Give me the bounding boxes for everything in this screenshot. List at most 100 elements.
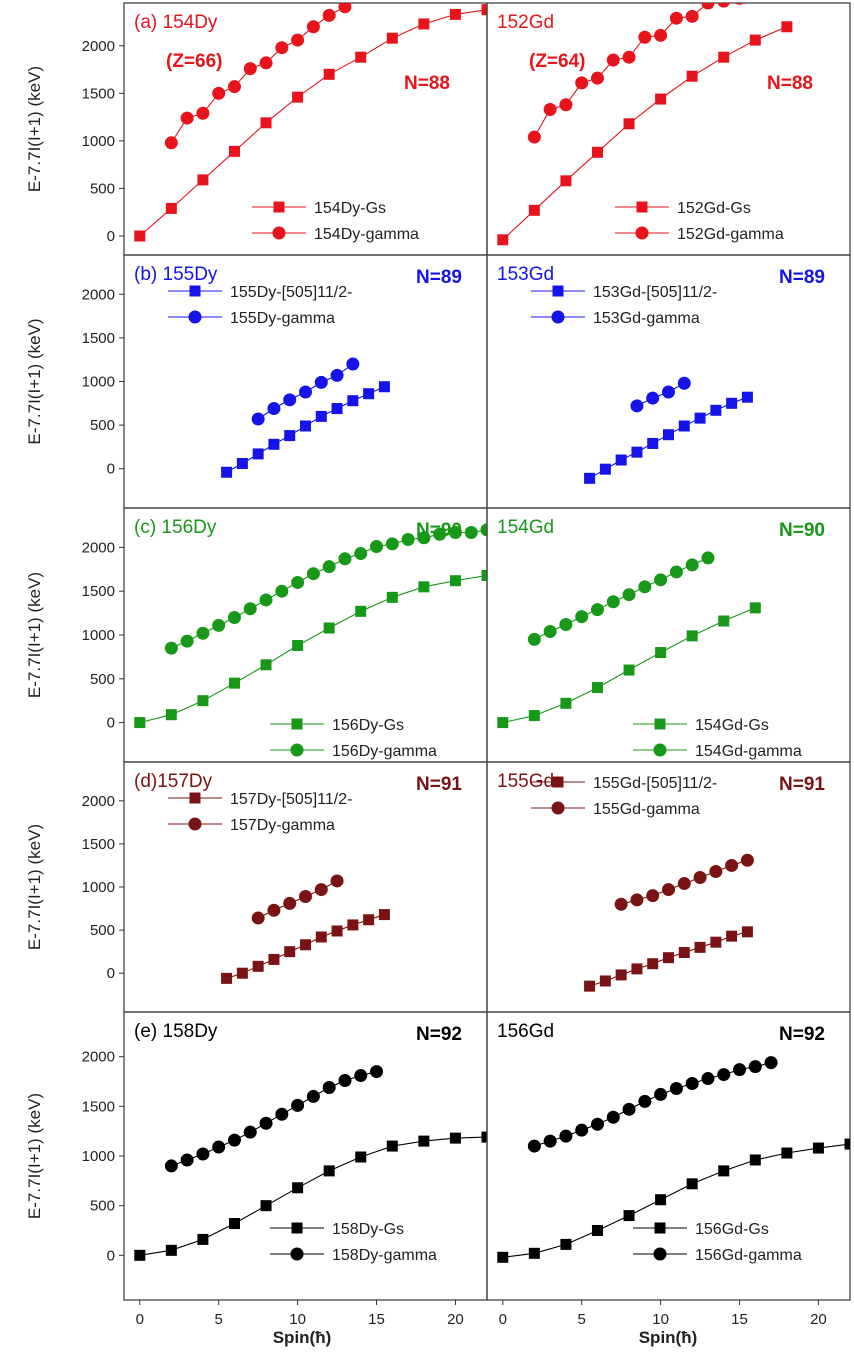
data-point-circle [725,858,739,872]
data-point-circle [748,1060,762,1074]
data-point-square [252,448,264,460]
x-tick-label: 15 [731,1311,748,1328]
data-point-circle [275,584,289,598]
panel-a-Gd: 152Gd (Z=64) N=88 152Gd-Gs 152Gd-gamma [486,0,851,256]
series-line [636,382,685,407]
legend-entry: 158Dy-Gs [270,1221,404,1238]
data-point-square [686,1178,698,1190]
data-point-circle [243,602,257,616]
data-point-circle [638,580,652,594]
data-point-circle [291,1098,305,1112]
panel-c-Dy: 0 500 1000 1500 2000 E-7.7I(I+1) (keV) (c) 156… [25,507,488,763]
data-point-square [481,1131,487,1143]
legend-label: 155Dy-gamma [230,310,335,327]
data-point-circle [212,618,226,632]
data-point-square [686,630,698,642]
data-point-square [631,446,643,458]
data-point-circle [346,357,360,371]
data-point-circle [685,558,699,572]
panel-b-Gd: 153Gd N=89 153Gd-[505]11/2- 153Gd-gamma [486,254,851,509]
data-point-circle [669,565,683,579]
panel-subtitle: (Z=66) [166,51,223,72]
data-point-circle [764,1056,778,1070]
panel-title: 154Gd [497,517,554,538]
data-point-square [165,1244,177,1256]
data-point-circle [164,1159,178,1173]
data-point-square [378,381,390,393]
legend-entry: 152Gd-Gs [615,200,751,217]
series-157Dy-[505]11/2- [221,909,390,984]
data-point-square [749,602,761,614]
data-point-square [481,4,487,16]
series-156Gd-Gs [497,1138,850,1263]
data-point-square [726,930,738,942]
legend-entry: 158Dy-gamma [270,1247,437,1264]
data-point-square [355,51,367,63]
legend-entry: 154Dy-gamma [252,226,419,243]
data-point-circle [543,624,557,638]
y-tick-label: 0 [107,1247,115,1264]
data-point-square [623,118,635,130]
legend-marker-square [291,1222,303,1234]
y-tick-label: 1500 [82,583,115,600]
legend-entry: 156Dy-Gs [270,717,404,734]
panel-title: 153Gd [497,264,554,285]
data-point-square [647,437,659,449]
data-point-square [812,1142,824,1154]
x-tick-label: 15 [368,1311,385,1328]
data-point-square [134,1249,146,1261]
data-point-square [710,936,722,948]
data-point-circle [559,98,573,112]
series-152Gd-Gs [497,21,793,246]
x-tick-label: 10 [289,1311,306,1328]
series-153Gd-gamma [630,376,691,413]
data-point-square [631,963,643,975]
legend-entry: 156Dy-gamma [270,743,437,760]
legend-marker-square [291,718,303,730]
data-point-square [655,1194,667,1206]
data-point-circle [164,641,178,655]
data-point-square [284,946,296,958]
data-point-circle [299,385,312,399]
series-line [534,1062,772,1147]
data-point-square [331,403,343,415]
series-line [502,1143,850,1258]
data-point-circle [527,632,541,646]
data-point-circle [370,540,384,554]
data-point-circle [543,1134,557,1148]
data-point-square [528,1247,540,1259]
y-tick-label: 1500 [82,330,115,347]
data-point-circle [701,551,715,565]
data-point-circle [370,1065,384,1079]
legend-label: 156Gd-gamma [695,1247,802,1264]
data-point-circle [701,1072,715,1086]
y-tick-label: 2000 [82,1049,115,1066]
panel-title: 152Gd [497,12,554,33]
data-point-circle [314,375,328,389]
data-point-square [449,1132,461,1144]
data-point-square [236,458,248,470]
data-point-circle [180,1153,194,1167]
data-point-square [331,925,343,937]
x-tick-label: 20 [810,1311,827,1328]
data-point-circle [338,552,352,566]
legend-label: 154Gd-gamma [695,743,802,760]
legend-marker-circle [272,226,286,240]
data-point-square [694,412,706,424]
legend-marker-square [654,1222,666,1234]
legend-marker-circle [653,743,667,757]
data-point-circle [765,0,778,1]
data-point-square [694,941,706,953]
data-point-circle [227,80,241,94]
panel-c-Gd: 154Gd N=90 154Gd-Gs 154Gd-gamma [486,507,851,763]
panel-frame [123,2,488,256]
legend-marker-circle [290,743,304,757]
panel-frame [486,2,851,256]
data-point-circle [662,385,675,399]
data-point-square [165,709,177,721]
y-tick-label: 1500 [82,836,115,853]
data-point-square [134,230,146,242]
y-tick-label: 1000 [82,133,115,150]
data-point-square [663,429,674,441]
